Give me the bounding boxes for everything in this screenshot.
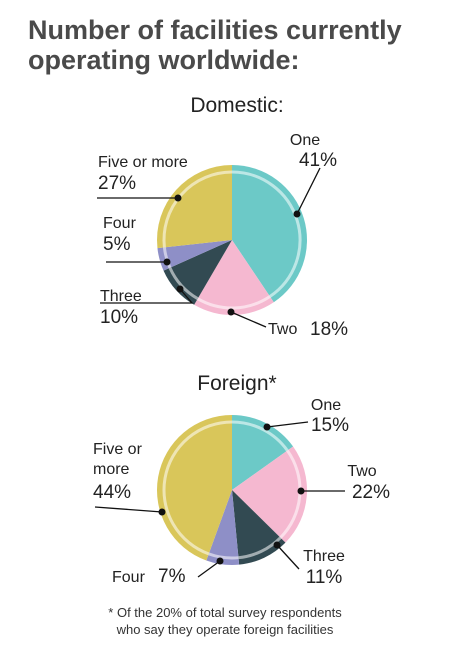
domestic-value-three: 10%	[100, 307, 138, 328]
foreign-leader-line-three	[276, 544, 300, 570]
domestic-label-two: Two	[268, 321, 297, 338]
domestic-leader-line-one	[296, 167, 321, 215]
domestic-label-three: Three	[100, 288, 142, 305]
foreign-slices	[156, 415, 307, 566]
footnote-line-1: * Of the 20% of total survey respondents	[108, 605, 342, 620]
foreign-leader-dot-one	[263, 423, 271, 431]
foreign-value-two: 22%	[352, 482, 390, 503]
domestic-label-four: Four	[103, 215, 137, 232]
domestic-leader-dot-two	[227, 308, 235, 316]
domestic-slice-five-or-more-highlight-ring	[162, 170, 233, 248]
foreign-value-five-or-more: 44%	[93, 482, 131, 503]
foreign-leader-dot-two	[297, 487, 305, 495]
domestic-slice-two	[194, 240, 274, 316]
page-title: Number of facilities currently operating…	[28, 15, 438, 75]
foreign-pie-chart: Foreign* One 15% Two 22% Three 11% Five …	[93, 372, 390, 588]
footnote-line-2: who say they operate foreign facilities	[116, 622, 334, 637]
foreign-leader-dot-three	[273, 541, 281, 549]
title-line-2: operating worldwide:	[28, 45, 300, 75]
foreign-value-four: 7%	[158, 566, 186, 587]
domestic-value-one: 41%	[299, 150, 337, 171]
domestic-label-five-or-more: Five or more	[98, 154, 188, 171]
foreign-leader-lines	[94, 421, 345, 578]
domestic-value-five-or-more: 27%	[98, 173, 136, 194]
foreign-slice-three-highlight-ring	[238, 536, 282, 560]
foreign-slice-four-highlight-ring	[208, 552, 239, 560]
domestic-pie-chart: Domestic: One 41% Five or more 27% Four …	[97, 94, 348, 340]
title-line-1: Number of facilities currently	[28, 15, 402, 45]
domestic-slice-four-highlight-ring	[162, 247, 172, 269]
foreign-label-three: Three	[303, 548, 345, 565]
foreign-leader-line-five-or-more	[94, 506, 163, 513]
foreign-slice-five-or-more-highlight-ring	[162, 420, 233, 556]
foreign-value-three: 11%	[306, 567, 343, 588]
footnote: * Of the 20% of total survey respondents…	[0, 604, 450, 638]
domestic-chart-title: Domestic:	[190, 94, 283, 117]
foreign-slice-one-highlight-ring	[231, 420, 289, 452]
domestic-slice-three-highlight-ring	[168, 267, 199, 301]
foreign-label-four: Four	[112, 569, 146, 586]
foreign-chart-title: Foreign*	[197, 372, 276, 395]
foreign-label-five-or-more-line2: more	[93, 461, 130, 478]
foreign-slice-one	[232, 415, 294, 490]
foreign-slice-two-highlight-ring	[279, 449, 302, 539]
domestic-slice-five-or-more	[156, 165, 232, 249]
domestic-leader-line-two	[230, 311, 267, 328]
foreign-label-one: One	[311, 397, 341, 414]
domestic-value-two: 18%	[310, 319, 348, 340]
domestic-label-one: One	[290, 132, 320, 149]
foreign-label-two: Two	[347, 463, 376, 480]
domestic-leader-lines	[97, 167, 321, 328]
foreign-slice-two	[232, 446, 307, 543]
domestic-leader-dot-one	[293, 210, 301, 218]
foreign-value-one: 15%	[311, 415, 349, 436]
foreign-leader-line-one	[266, 421, 309, 428]
domestic-value-four: 5%	[103, 234, 131, 255]
domestic-slice-four	[157, 240, 232, 271]
domestic-leader-dot-five-or-more	[174, 194, 182, 202]
foreign-slice-four	[206, 490, 240, 566]
foreign-leader-dot-four	[216, 557, 224, 565]
domestic-leader-dot-four	[163, 258, 171, 266]
domestic-slices	[156, 165, 308, 316]
foreign-leader-line-four	[197, 560, 221, 578]
foreign-label-five-or-more-line1: Five or	[93, 441, 143, 458]
domestic-leader-dot-three	[176, 285, 184, 293]
domestic-leader-line-three	[100, 288, 194, 304]
foreign-leader-dot-five-or-more	[158, 508, 166, 516]
domestic-slice-two-highlight-ring	[196, 295, 271, 310]
domestic-slice-one-highlight-ring	[231, 170, 302, 298]
